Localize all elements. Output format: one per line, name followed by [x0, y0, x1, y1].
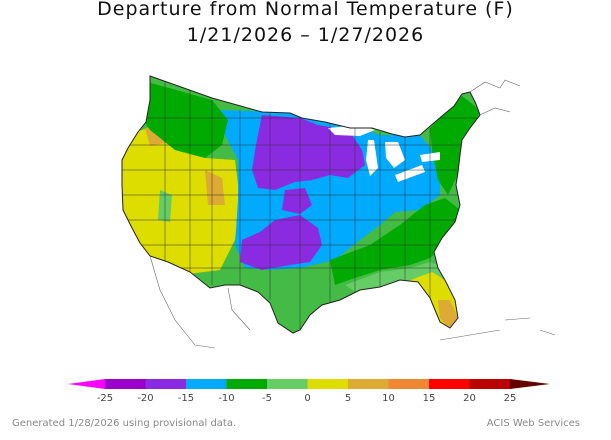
region-fill	[438, 300, 458, 330]
region-fill	[345, 262, 445, 295]
legend-bin	[105, 379, 146, 389]
region-fill	[138, 80, 228, 158]
legend-bin	[469, 379, 511, 389]
legend-arrow-right	[510, 379, 550, 389]
region-fill	[282, 188, 312, 214]
legend-bin	[145, 379, 187, 389]
region-fill	[205, 170, 225, 205]
lake-erie	[395, 165, 425, 182]
map-title: Departure from Normal Temperature (F)	[97, 0, 514, 20]
credit-note: ACIS Web Services	[486, 418, 580, 429]
state-boundaries	[122, 80, 480, 330]
legend-bin	[348, 379, 389, 389]
legend-label: -5	[262, 393, 272, 404]
legend-bin	[388, 379, 430, 389]
legend-label: 20	[463, 393, 476, 404]
legend-label: -10	[218, 393, 234, 404]
lake-huron	[385, 142, 405, 168]
legend-bin	[186, 379, 227, 389]
region-fill	[240, 215, 322, 270]
legend-bin	[307, 379, 349, 389]
legend-labels: -25 -20 -15 -10 -5 0 5 10 15 20 25	[97, 393, 517, 404]
legend-bin	[429, 379, 470, 389]
legend-label: -25	[97, 393, 113, 404]
legend-label: -15	[178, 393, 194, 404]
legend-arrow-left	[68, 379, 105, 389]
legend-label: 15	[423, 393, 436, 404]
legend-label: -20	[137, 393, 153, 404]
legend-label: 10	[382, 393, 395, 404]
neighbor-coastlines	[149, 79, 556, 349]
generated-note: Generated 1/28/2026 using provisional da…	[12, 418, 237, 429]
legend-bins	[105, 379, 511, 389]
legend-label: 0	[304, 393, 310, 404]
legend-bin	[226, 379, 268, 389]
map-date-range: 1/21/2026 – 1/27/2026	[186, 24, 425, 46]
legend-label: 25	[504, 393, 517, 404]
lake-michigan	[366, 140, 378, 176]
legend-label: 5	[345, 393, 351, 404]
legend-bin	[267, 379, 308, 389]
